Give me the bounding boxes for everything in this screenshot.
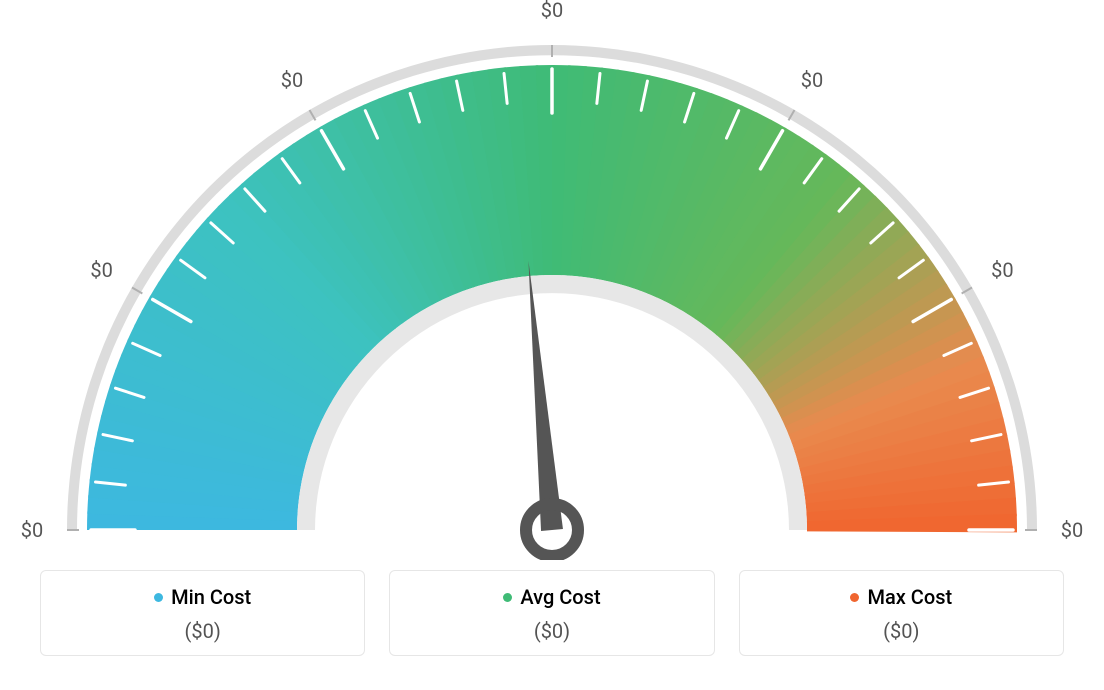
dot-icon	[850, 593, 859, 602]
gauge-tick-label: $0	[801, 68, 823, 92]
legend-label: Min Cost	[171, 585, 251, 609]
gauge-tick-label: $0	[90, 258, 112, 282]
gauge-tick-label: $0	[541, 0, 563, 22]
legend-value: ($0)	[400, 619, 703, 643]
gauge-tick-label: $0	[991, 258, 1013, 282]
legend-title-avg: Avg Cost	[503, 585, 600, 609]
gauge-svg	[0, 0, 1104, 560]
dot-icon	[503, 593, 512, 602]
legend-value: ($0)	[51, 619, 354, 643]
legend-label: Avg Cost	[520, 585, 600, 609]
legend-card-max: Max Cost ($0)	[739, 570, 1064, 656]
legend-card-avg: Avg Cost ($0)	[389, 570, 714, 656]
legend-card-min: Min Cost ($0)	[40, 570, 365, 656]
gauge-tick-label: $0	[21, 518, 43, 542]
legend-value: ($0)	[750, 619, 1053, 643]
gauge-chart: $0 $0 $0 $0 $0 $0 $0	[0, 0, 1104, 560]
legend-title-max: Max Cost	[850, 585, 952, 609]
legend-title-min: Min Cost	[154, 585, 251, 609]
gauge-tick-label: $0	[1061, 518, 1083, 542]
legend-row: Min Cost ($0) Avg Cost ($0) Max Cost ($0…	[0, 570, 1104, 656]
legend-label: Max Cost	[867, 585, 952, 609]
gauge-tick-label: $0	[281, 68, 303, 92]
dot-icon	[154, 593, 163, 602]
